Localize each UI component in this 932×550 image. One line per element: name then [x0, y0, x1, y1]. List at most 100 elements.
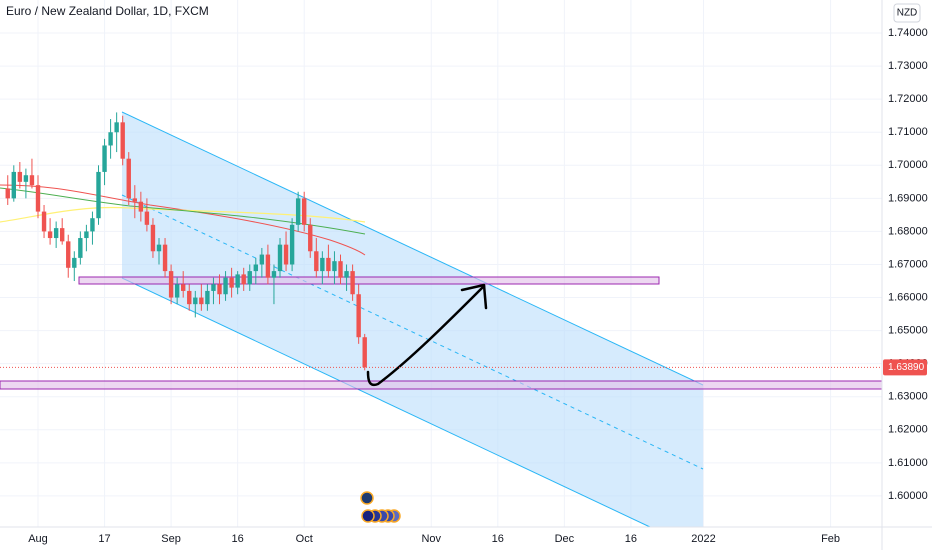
candle-body — [265, 254, 271, 278]
x-tick-label: Nov — [421, 533, 441, 545]
candle-body — [289, 224, 295, 265]
candle-body — [247, 271, 252, 285]
candle-body — [223, 277, 228, 295]
y-tick-label: 1.67000 — [888, 258, 928, 270]
candle-body — [302, 198, 307, 225]
candle-body — [59, 228, 65, 242]
candle-body — [47, 231, 53, 239]
candle-body — [5, 188, 10, 199]
candle-body — [217, 284, 222, 295]
candle-body — [53, 228, 59, 239]
resistance-zone — [78, 276, 660, 285]
x-tick-label: 16 — [625, 533, 637, 545]
candle-body — [78, 238, 83, 258]
candle-body — [138, 201, 144, 212]
candle-body — [156, 244, 162, 252]
ma-red — [0, 184, 366, 256]
last-price-box — [883, 359, 927, 376]
last-price-label: 1.63890 — [888, 362, 925, 373]
candle-body — [253, 264, 259, 272]
y-tick-label: 1.60000 — [888, 490, 928, 502]
x-tick-label: Dec — [555, 533, 575, 545]
channel-lower — [121, 277, 651, 528]
candle-body — [126, 158, 131, 199]
y-tick-label: 1.63000 — [888, 391, 928, 403]
x-tick-label: Sep — [161, 533, 181, 545]
candle-body — [229, 277, 234, 288]
candle-body — [235, 274, 240, 288]
candle-body — [338, 261, 343, 278]
candle-body — [314, 251, 319, 272]
candles — [5, 112, 367, 371]
x-tick-label: Aug — [28, 533, 48, 545]
candle-body — [350, 271, 355, 295]
y-tick-label: 1.65000 — [888, 325, 928, 337]
event-icons — [360, 491, 401, 523]
x-tick-label: 16 — [492, 533, 504, 545]
chart-title: Euro / New Zealand Dollar, 1D, FXCM — [6, 4, 209, 18]
candle-body — [199, 297, 204, 305]
candle-body — [108, 132, 113, 146]
candle-body — [356, 294, 361, 338]
candle-body — [120, 122, 125, 159]
candle-body — [96, 171, 101, 219]
currency-button[interactable] — [893, 3, 921, 23]
candle-body — [320, 257, 325, 272]
x-tick-label: 16 — [232, 533, 244, 545]
support-zone — [0, 380, 883, 390]
x-tick-label: Oct — [296, 533, 313, 545]
arrow — [366, 284, 486, 387]
candle-body — [181, 284, 186, 291]
candle-body — [132, 198, 137, 202]
candle-body — [332, 261, 337, 272]
x-tick-label: Feb — [821, 533, 840, 545]
channel-mid — [121, 194, 704, 470]
candle-body — [277, 244, 283, 272]
y-tick-label: 1.61000 — [888, 457, 928, 469]
y-tick-label: 1.70000 — [888, 159, 928, 171]
candle-body — [35, 185, 41, 212]
axes: 1.74000 1.73000 1.72000 1.71000 1.70000 1.690… — [0, 27, 928, 545]
candle-body — [23, 175, 29, 182]
candle-body — [326, 257, 331, 272]
candle-body — [362, 337, 367, 368]
candle-body — [205, 290, 210, 305]
channel-fill — [122, 112, 703, 527]
candle-body — [168, 271, 174, 298]
candle-body — [66, 241, 71, 268]
x-tick-label: 2022 — [691, 533, 715, 545]
candle-body — [90, 218, 95, 232]
candle-body — [344, 271, 349, 278]
currency-label[interactable]: NZD — [897, 8, 918, 19]
candle-body — [84, 231, 89, 239]
y-tick-label: 1.74000 — [888, 27, 928, 39]
y-tick-label: 1.72000 — [888, 93, 928, 105]
candle-body — [187, 290, 192, 305]
candle-body — [259, 254, 265, 265]
candle-body — [11, 171, 16, 199]
candle-body — [102, 145, 107, 172]
candle-body — [114, 122, 119, 133]
candle-body — [17, 171, 23, 182]
candle-body — [144, 211, 150, 225]
y-tick-label: 1.62000 — [888, 424, 928, 436]
candle-body — [72, 257, 77, 268]
candle-body — [162, 244, 168, 272]
candle-body — [41, 211, 47, 232]
candle-body — [29, 175, 35, 186]
candle-body — [308, 224, 313, 252]
x-tick-label: 17 — [98, 533, 110, 545]
y-tick-label: 1.73000 — [888, 60, 928, 72]
y-tick-label: 1.66000 — [888, 291, 928, 303]
y-tick-label: 1.68000 — [888, 225, 928, 237]
candle-body — [174, 284, 180, 298]
candle-body — [211, 284, 216, 291]
arrow-head — [460, 283, 488, 310]
y-tick-label: 1.71000 — [888, 126, 928, 138]
candle-body — [271, 271, 277, 278]
candle-body — [241, 274, 246, 285]
candle-body — [295, 198, 301, 225]
candle-body — [283, 244, 289, 265]
candle-body — [150, 224, 156, 252]
